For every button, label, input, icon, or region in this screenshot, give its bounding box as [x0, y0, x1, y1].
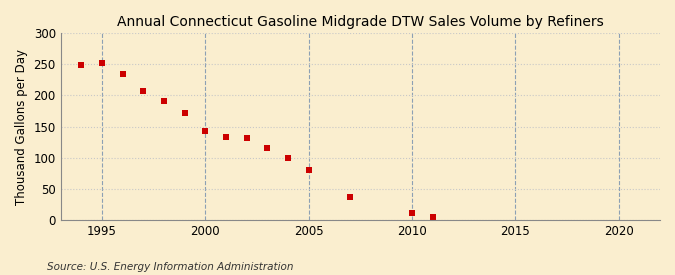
Title: Annual Connecticut Gasoline Midgrade DTW Sales Volume by Refiners: Annual Connecticut Gasoline Midgrade DTW… [117, 15, 603, 29]
Text: Source: U.S. Energy Information Administration: Source: U.S. Energy Information Administ… [47, 262, 294, 272]
Y-axis label: Thousand Gallons per Day: Thousand Gallons per Day [15, 49, 28, 205]
